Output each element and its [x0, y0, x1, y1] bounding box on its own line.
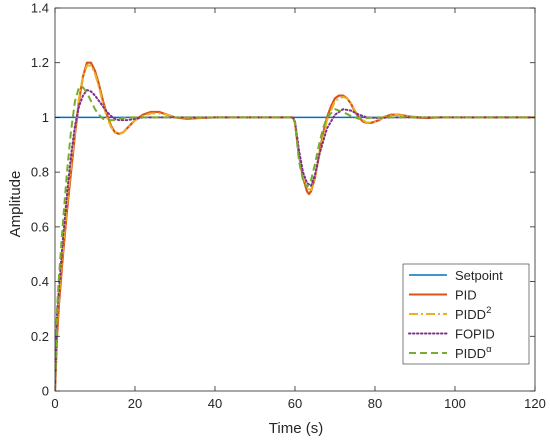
y-tick-label: 1.2 — [31, 55, 49, 70]
y-tick-label: 1.4 — [31, 1, 49, 16]
y-tick-label: 0 — [42, 384, 49, 399]
legend-box — [402, 263, 530, 365]
x-tick-label: 80 — [368, 396, 382, 411]
series-line-2 — [55, 64, 535, 391]
y-tick-label: 0.6 — [31, 219, 49, 234]
legend-label-3: FOPID — [455, 327, 495, 342]
x-tick-label: 40 — [208, 396, 222, 411]
legend: Setpoint PID PIDD2 FOPID PIDDα — [402, 263, 530, 365]
x-tick-label: 0 — [51, 396, 58, 411]
series-line-4 — [55, 86, 535, 391]
legend-label-2: PIDD2 — [455, 305, 491, 322]
legend-label-superscript: 2 — [486, 305, 491, 316]
y-tick-label: 1 — [42, 110, 49, 125]
legend-label-1: PID — [455, 288, 477, 303]
y-axis-label: Amplitude — [7, 171, 24, 238]
x-tick-label: 60 — [288, 396, 302, 411]
x-tick-label: 120 — [524, 396, 546, 411]
y-tick-label: 0.8 — [31, 165, 49, 180]
legend-label-superscript: α — [486, 344, 492, 355]
legend-label-0: Setpoint — [455, 268, 503, 283]
x-tick-label: 100 — [444, 396, 466, 411]
y-tick-label: 0.4 — [31, 274, 49, 289]
y-tick-label: 0.2 — [31, 329, 49, 344]
legend-label-4: PIDDα — [455, 344, 492, 361]
x-axis-label: Time (s) — [269, 420, 323, 437]
x-tick-label: 20 — [128, 396, 142, 411]
